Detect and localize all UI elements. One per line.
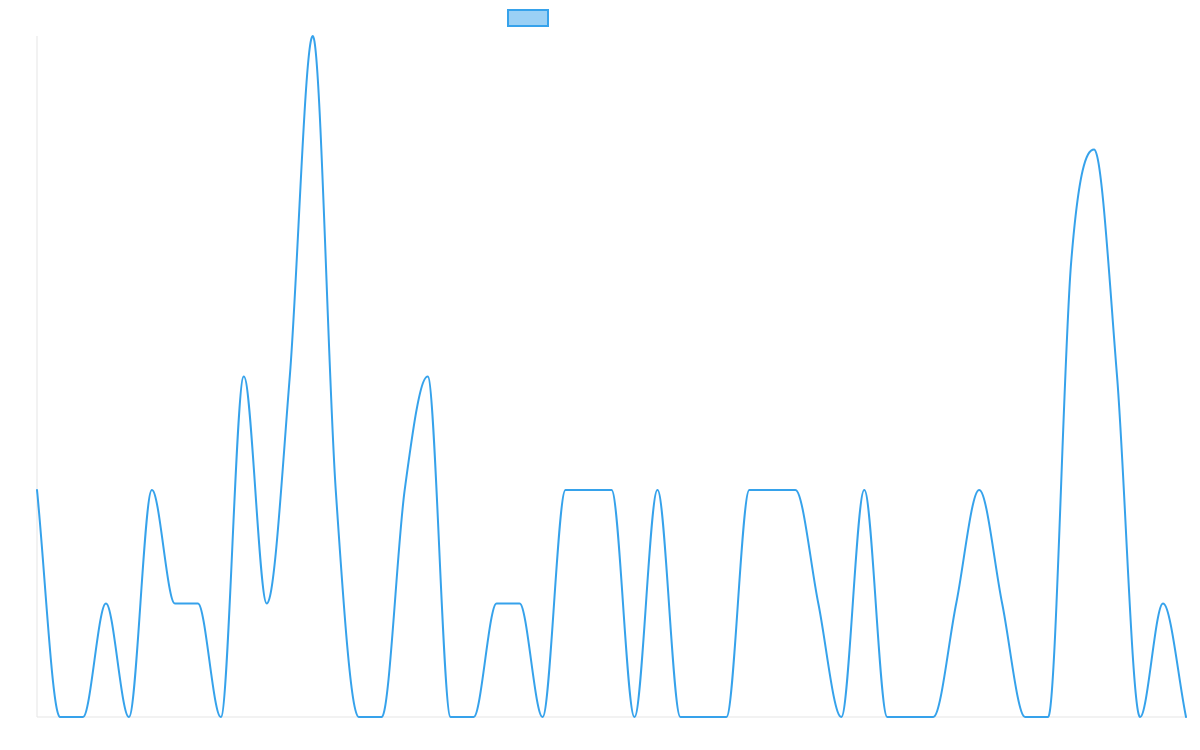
legend-swatch[interactable] xyxy=(507,9,549,27)
legend xyxy=(507,9,549,27)
series-line xyxy=(36,35,1187,719)
data-points xyxy=(34,33,1189,720)
